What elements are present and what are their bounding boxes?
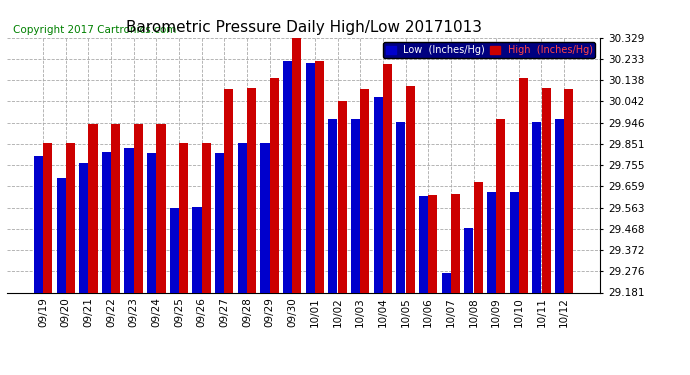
Bar <box>419 196 428 292</box>
Text: Copyright 2017 Cartronics.com: Copyright 2017 Cartronics.com <box>13 25 176 35</box>
Bar <box>134 124 143 292</box>
Bar <box>57 178 66 292</box>
Bar <box>496 120 505 292</box>
Bar <box>147 153 156 292</box>
Bar <box>360 90 369 292</box>
Bar <box>66 143 75 292</box>
Bar <box>374 97 383 292</box>
Bar <box>451 194 460 292</box>
Bar <box>328 120 337 292</box>
Bar <box>383 64 392 292</box>
Bar <box>88 124 97 292</box>
Bar <box>238 143 247 292</box>
Bar <box>337 101 347 292</box>
Bar <box>564 90 573 292</box>
Bar <box>247 88 256 292</box>
Bar <box>215 153 224 292</box>
Bar <box>34 156 43 292</box>
Bar <box>224 90 233 292</box>
Bar <box>43 143 52 292</box>
Bar <box>532 122 542 292</box>
Bar <box>270 78 279 292</box>
Bar <box>542 88 551 292</box>
Bar <box>428 195 437 292</box>
Bar <box>201 143 211 292</box>
Bar <box>170 209 179 292</box>
Bar <box>315 61 324 292</box>
Bar <box>351 120 360 292</box>
Bar <box>555 120 564 292</box>
Bar <box>102 152 111 292</box>
Bar <box>124 148 134 292</box>
Bar <box>406 86 415 292</box>
Bar <box>306 63 315 292</box>
Bar <box>487 192 496 292</box>
Bar <box>157 124 166 292</box>
Bar <box>510 192 519 292</box>
Bar <box>179 143 188 292</box>
Bar <box>473 182 483 292</box>
Bar <box>111 124 120 292</box>
Title: Barometric Pressure Daily High/Low 20171013: Barometric Pressure Daily High/Low 20171… <box>126 20 482 35</box>
Bar <box>396 122 406 292</box>
Bar <box>464 228 473 292</box>
Bar <box>442 273 451 292</box>
Bar <box>193 207 201 292</box>
Bar <box>519 78 528 292</box>
Bar <box>260 143 270 292</box>
Bar <box>293 38 302 292</box>
Bar <box>79 163 88 292</box>
Bar <box>283 61 292 292</box>
Legend: Low  (Inches/Hg), High  (Inches/Hg): Low (Inches/Hg), High (Inches/Hg) <box>383 42 595 58</box>
